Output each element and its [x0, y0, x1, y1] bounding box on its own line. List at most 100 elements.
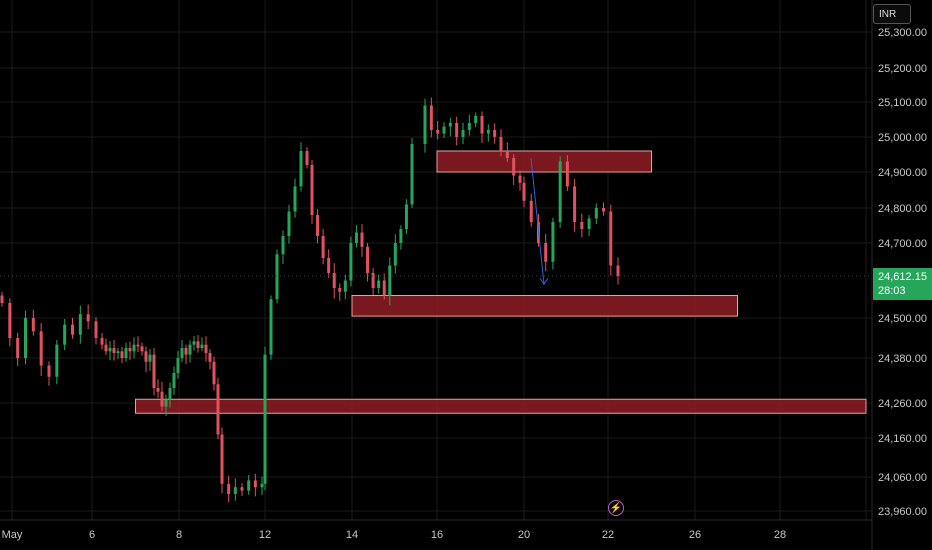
candle-100 [573, 186, 577, 222]
candle-92 [518, 175, 522, 183]
candle-17 [116, 351, 120, 353]
candle-33 [180, 348, 184, 358]
annotation-arrow [530, 157, 545, 285]
y-tick-label: 24,800.00 [878, 203, 927, 215]
candle-46 [240, 487, 244, 491]
candle-31 [172, 373, 176, 388]
candle-5 [39, 331, 43, 366]
candle-75 [404, 204, 408, 229]
candle-61 [327, 258, 331, 273]
candle-35 [188, 344, 192, 355]
candle-45 [233, 487, 237, 494]
candle-80 [442, 126, 446, 134]
candle-30 [168, 388, 172, 400]
candle-93 [522, 182, 526, 201]
x-tick-label: 6 [89, 529, 95, 541]
y-tick-label: 24,380.00 [878, 353, 927, 365]
candle-47 [247, 480, 251, 491]
candle-0 [0, 295, 4, 303]
candle-82 [455, 123, 459, 137]
y-tick-label: 25,000.00 [878, 132, 927, 144]
candle-50 [263, 354, 267, 484]
candle-49 [260, 483, 264, 488]
candle-97 [551, 222, 555, 262]
candle-32 [176, 358, 180, 373]
x-tick-label: 12 [259, 529, 271, 541]
candle-52 [275, 254, 279, 300]
candle-43 [220, 434, 224, 484]
candle-22 [136, 344, 140, 347]
candle-27 [156, 388, 160, 392]
candle-96 [544, 243, 548, 262]
candle-42 [216, 384, 220, 435]
candle-78 [429, 105, 433, 130]
last-price-tag: 24,612.15 28:03 [873, 268, 932, 300]
candle-59 [316, 215, 320, 236]
candle-73 [393, 243, 397, 266]
candle-16 [112, 348, 116, 353]
candle-55 [293, 186, 297, 212]
candle-7 [55, 344, 59, 377]
candle-70 [377, 280, 381, 288]
candle-103 [594, 208, 598, 219]
candle-18 [120, 351, 124, 358]
currency-selector[interactable]: INR [873, 4, 911, 24]
candle-10 [78, 314, 82, 335]
candle-60 [321, 236, 325, 258]
candle-20 [128, 348, 132, 352]
annotation-arrow-head [539, 277, 549, 286]
candle-34 [184, 348, 188, 355]
candle-77 [423, 105, 427, 144]
candle-62 [332, 273, 336, 288]
candle-104 [602, 208, 606, 212]
x-tick-label: 22 [602, 529, 614, 541]
candle-12 [94, 321, 98, 338]
bar-countdown: 28:03 [878, 285, 906, 297]
candle-8 [63, 324, 67, 345]
candle-105 [609, 211, 613, 266]
candle-84 [467, 123, 471, 130]
y-tick-label: 24,060.00 [878, 472, 927, 484]
y-tick-label: 24,260.00 [878, 398, 927, 410]
candle-6 [47, 365, 51, 377]
candle-38 [200, 344, 204, 348]
candle-98 [558, 161, 562, 222]
last-price-value: 24,612.15 [878, 271, 927, 283]
candle-106 [616, 265, 620, 276]
candle-72 [388, 265, 392, 296]
y-tick-label: 24,500.00 [878, 313, 927, 325]
candle-11 [86, 314, 90, 322]
x-tick-label: May [2, 529, 23, 541]
candle-44 [227, 483, 231, 494]
x-tick-label: 8 [176, 529, 182, 541]
lightning-icon[interactable]: ⚡ [608, 500, 624, 516]
candle-24 [144, 351, 148, 362]
zone-1 [135, 398, 867, 414]
candle-65 [349, 243, 353, 281]
y-tick-label: 24,900.00 [878, 167, 927, 179]
candle-91 [512, 158, 516, 176]
candle-64 [343, 280, 347, 292]
candle-53 [281, 236, 285, 255]
candle-26 [152, 354, 156, 388]
candle-25 [148, 354, 152, 362]
candle-36 [192, 341, 196, 345]
zone-2 [351, 295, 738, 317]
candle-87 [486, 130, 490, 134]
candle-68 [366, 246, 370, 273]
candle-37 [196, 341, 200, 348]
y-tick-label: 25,300.00 [878, 27, 927, 39]
x-tick-label: 28 [774, 529, 786, 541]
candle-94 [529, 200, 533, 222]
candle-28 [160, 391, 164, 407]
candle-23 [140, 346, 144, 352]
candle-51 [269, 299, 273, 355]
y-tick-label: 25,200.00 [878, 63, 927, 75]
candle-85 [474, 116, 478, 123]
candle-4 [31, 318, 35, 332]
candle-19 [124, 348, 128, 358]
candle-83 [461, 130, 465, 137]
candle-71 [382, 280, 386, 296]
candle-89 [499, 137, 503, 151]
